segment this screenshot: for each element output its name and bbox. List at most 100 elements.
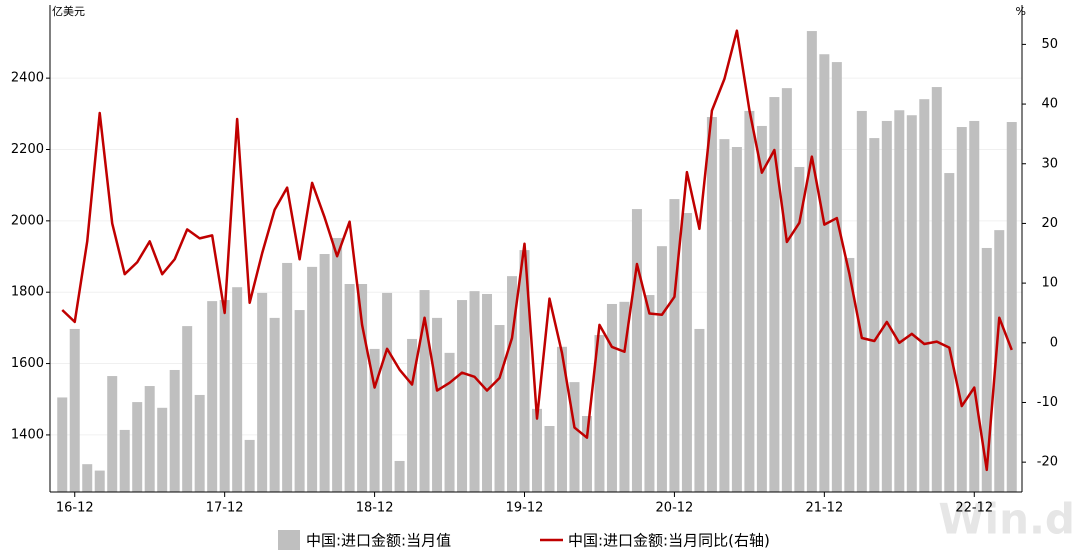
y2-tick-label: 50 (1041, 37, 1058, 52)
bar (357, 283, 368, 492)
y-tick-label: 2200 (11, 142, 44, 157)
bar (232, 287, 243, 492)
y-tick-label: 1800 (11, 285, 44, 300)
bar (394, 460, 405, 492)
bar (981, 247, 992, 492)
y2-tick-label: 20 (1041, 216, 1058, 231)
bar (944, 173, 955, 493)
x-tick-label: 20-12 (656, 501, 694, 516)
bar (82, 464, 93, 492)
bar (532, 408, 542, 492)
bar (469, 291, 480, 492)
bar (681, 213, 692, 492)
watermark: Win.d (938, 495, 1075, 544)
bar (906, 115, 917, 492)
bar (294, 310, 305, 492)
x-tick-label: 22-12 (955, 501, 993, 516)
bar (844, 257, 855, 492)
y-tick-label: 2400 (11, 71, 44, 86)
bar (756, 125, 767, 492)
y2-tick-label: -10 (1037, 395, 1058, 410)
bar (332, 237, 343, 492)
bar (207, 301, 218, 492)
bar (407, 338, 418, 492)
y2-tick-label: 0 (1050, 335, 1058, 350)
bar (856, 110, 867, 492)
bar (69, 328, 80, 492)
y2-tick-label: 30 (1041, 156, 1058, 171)
bar (619, 301, 630, 492)
bar (107, 376, 118, 492)
bar (994, 230, 1005, 492)
bar (157, 407, 168, 492)
bar (194, 394, 205, 492)
bar (694, 328, 705, 492)
y-tick-label: 1400 (11, 427, 44, 442)
bar (282, 262, 293, 492)
bar (806, 31, 817, 493)
bar (1006, 122, 1017, 493)
line (61, 29, 1013, 472)
bar (457, 300, 468, 492)
bar (581, 416, 592, 492)
bar (169, 369, 180, 492)
bar (969, 120, 980, 492)
bar (606, 303, 617, 492)
y2-tick-label: 10 (1041, 276, 1058, 291)
bar (656, 246, 667, 492)
bar (869, 138, 880, 493)
bar (894, 110, 905, 492)
bar (494, 325, 505, 492)
bar (644, 295, 655, 492)
bar (132, 402, 143, 492)
y2-tick-label: 40 (1041, 97, 1058, 112)
bar (794, 166, 805, 492)
bar (831, 62, 842, 492)
x-tick-label: 16-12 (56, 501, 94, 516)
bar (594, 335, 605, 492)
bar (956, 127, 967, 493)
bar (144, 386, 155, 492)
bar (769, 97, 780, 493)
y-unit: 亿美元 (52, 5, 85, 18)
bar (307, 266, 318, 492)
bar (369, 348, 380, 492)
bar (569, 382, 580, 492)
x-tick-label: 17-12 (206, 501, 244, 516)
bar (382, 292, 393, 492)
bar (669, 199, 680, 493)
bar (94, 470, 105, 492)
bar (244, 439, 255, 492)
bar (919, 99, 930, 492)
bar (319, 254, 330, 492)
bar (269, 317, 280, 492)
bar (444, 352, 455, 492)
bar (781, 88, 792, 492)
x-tick-label: 19-12 (506, 501, 544, 516)
bar (731, 146, 742, 492)
bar (432, 317, 443, 492)
bar (507, 276, 518, 492)
bar (881, 120, 892, 492)
bar (556, 346, 567, 492)
bar (706, 117, 717, 493)
legend-label: 中国:进口金额:当月值 (306, 532, 451, 550)
bar (257, 292, 268, 492)
bar (344, 283, 355, 492)
bar (631, 209, 642, 493)
legend-label: 中国:进口金额:当月同比(右轴) (568, 532, 770, 550)
bar (219, 300, 230, 492)
y2-unit: % (1016, 5, 1026, 18)
bar (57, 397, 68, 492)
y-tick-label: 2000 (11, 213, 44, 228)
bar (519, 250, 530, 492)
bar (182, 326, 193, 492)
bar (719, 139, 730, 492)
x-tick-label: 21-12 (805, 501, 843, 516)
bar (744, 110, 755, 492)
x-tick-label: 18-12 (356, 501, 394, 516)
bar (119, 429, 130, 492)
y-tick-label: 1600 (11, 356, 44, 371)
y2-tick-label: -20 (1037, 455, 1058, 470)
